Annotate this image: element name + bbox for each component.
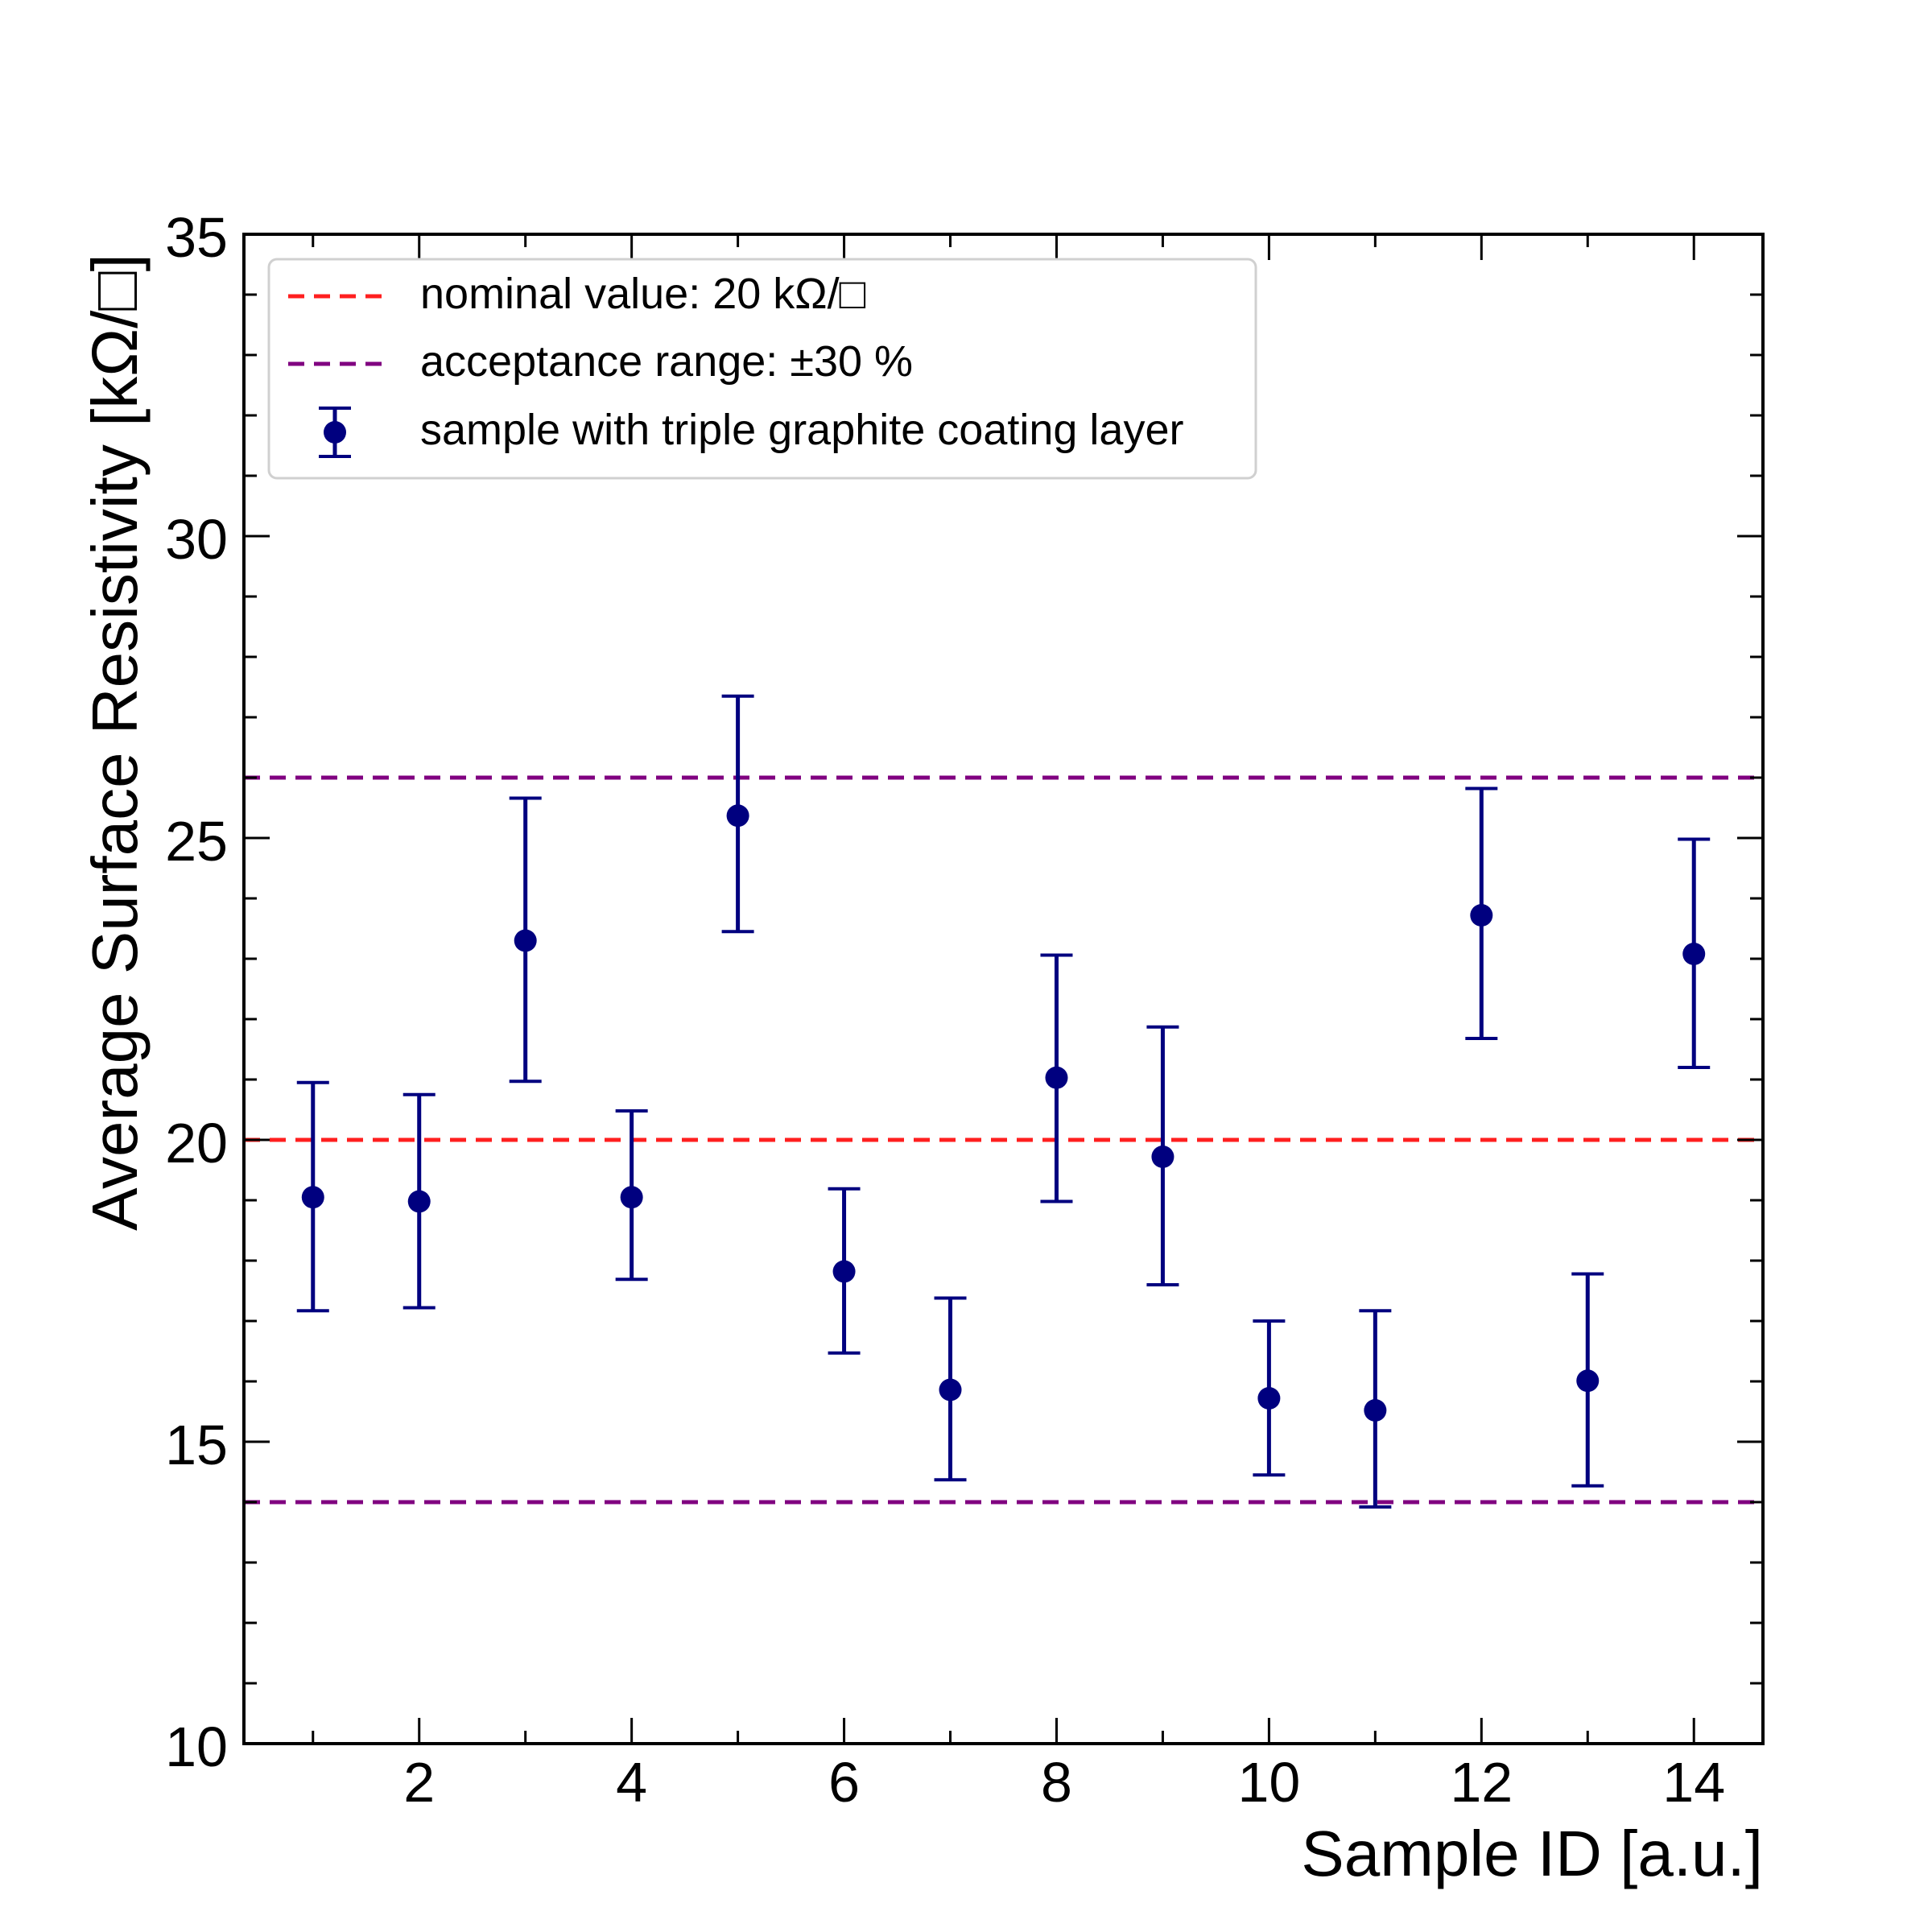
data-point [1253, 1319, 1286, 1477]
y-tick-label: 20 [165, 1112, 228, 1174]
data-marker [1257, 1387, 1281, 1410]
axis-ticks [244, 233, 1763, 1745]
legend-sample-swatch [319, 407, 351, 458]
data-marker [1576, 1369, 1600, 1393]
data-point [402, 1092, 436, 1310]
data-point [1571, 1272, 1604, 1488]
data-point [1465, 786, 1498, 1040]
x-tick-label: 4 [616, 1751, 647, 1814]
plot-frame [242, 233, 1765, 1745]
data-marker [514, 929, 537, 952]
data-point [509, 796, 542, 1084]
data-marker [1045, 1066, 1068, 1089]
y-axis-label: Average Surface Resistivity [kΩ/□] [79, 254, 151, 1231]
data-marker [1364, 1399, 1387, 1422]
y-tick-label: 30 [165, 508, 228, 571]
data-point [1359, 1309, 1392, 1509]
data-marker [939, 1378, 962, 1402]
data-point [1040, 953, 1073, 1203]
tick-labels: 10 15 20 25 30 35 2 4 6 8 10 12 14 [165, 206, 1725, 1814]
data-marker [1682, 943, 1706, 965]
y-tick-label: 35 [165, 206, 228, 269]
data-point [615, 1109, 648, 1282]
data-point [828, 1187, 861, 1355]
y-tick-label: 25 [165, 810, 228, 873]
x-tick-label: 12 [1450, 1751, 1513, 1814]
data-series [296, 694, 1711, 1509]
data-marker [1151, 1146, 1174, 1168]
x-tick-label: 6 [828, 1751, 860, 1814]
y-tick-label: 15 [165, 1414, 228, 1476]
data-point [934, 1296, 967, 1482]
x-axis-label: Sample ID [a.u.] [1301, 1818, 1763, 1889]
legend-acceptance-label: acceptance range: ±30 % [420, 337, 913, 386]
data-point [1678, 837, 1711, 1069]
x-tick-label: 10 [1237, 1751, 1300, 1814]
x-tick-label: 14 [1662, 1751, 1725, 1814]
data-marker [301, 1186, 324, 1209]
legend-frame [267, 258, 1257, 480]
data-marker [1470, 904, 1493, 927]
data-point [721, 694, 754, 934]
data-marker [726, 804, 749, 828]
legend-nominal-label: nominal value: 20 kΩ/□ [420, 270, 866, 318]
legend: nominal value: 20 kΩ/□ acceptance range:… [267, 258, 1257, 480]
y-tick-label: 10 [165, 1715, 228, 1778]
legend-sample-label: sample with triple graphite coating laye… [420, 406, 1183, 454]
data-marker [407, 1190, 431, 1213]
x-tick-label: 8 [1041, 1751, 1072, 1814]
data-marker [620, 1186, 643, 1209]
x-tick-label: 2 [403, 1751, 435, 1814]
data-point [1146, 1025, 1179, 1286]
data-marker [832, 1260, 856, 1283]
reference-lines [244, 775, 1763, 1505]
data-point [296, 1080, 329, 1313]
